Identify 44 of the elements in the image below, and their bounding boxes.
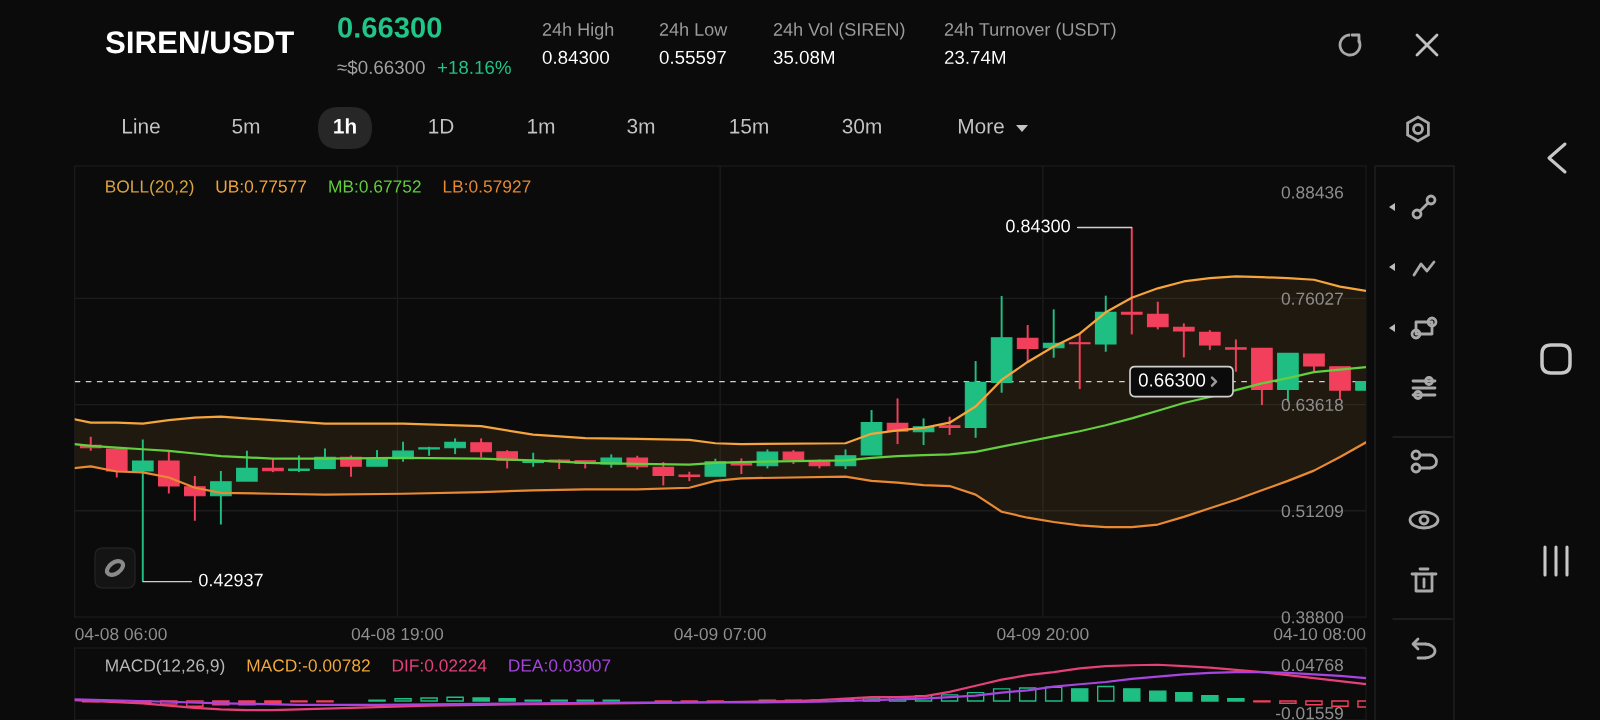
legend-title: MACD(12,26,9) [106,658,225,676]
text: LB:0.57927 [443,180,531,193]
y-tick-label: 0.88436 [1281,186,1344,199]
text: 3m [627,118,655,134]
x-tick-label: 04-08 06:00 [75,627,167,641]
y-tick-label: 0.76027 [1281,292,1343,305]
text: 0.84300 [542,50,610,65]
y-tick-label: -0.01559 [1276,707,1343,720]
text: 24h High [542,22,614,40]
annotation: MACD:-0.00782 [247,659,370,672]
x-tick-label: 04-08 19:00 [351,627,444,641]
chart-title: SIREN/USDT [105,30,294,54]
text: 24h Turnover (USDT) [944,22,1116,40]
text: 23.74M [944,50,1005,65]
text: 15m [730,119,768,134]
text: 35.08M [773,50,834,65]
text: 1h [334,118,356,134]
text: MB:0.67752 [329,180,421,193]
y-tick-label: 0.63618 [1281,398,1344,412]
text: 0.55597 [659,50,726,65]
text: 24h Low [659,22,728,36]
ref-line-label: 0.66300 [1138,373,1206,387]
text: 30m [842,118,881,134]
text: More [958,119,1004,134]
text: ≈$0.66300 [337,59,425,76]
series-label: DEA:0.03007 [509,659,611,672]
text: 1D [429,119,454,134]
x-tick-label: 04-09 20:00 [997,627,1089,641]
series-label: DIF:0.02224 [392,659,487,672]
annotation: 0.84300 [1006,219,1070,233]
y-tick-label: 0.04768 [1281,658,1344,672]
y-tick-label: 0.38800 [1281,611,1344,624]
text: 5m [232,119,260,134]
legend-title: BOLL(20,2) [106,179,194,197]
x-tick-label: 04-09 07:00 [674,627,766,641]
text: +18.16% [437,60,511,75]
x-tick-label: 04-10 08:00 [1274,627,1366,641]
text: 24h Vol (SIREN) [773,22,905,40]
text: Line [123,118,160,134]
annotation: 0.42937 [199,573,263,587]
text: 1m [528,119,555,134]
text: UB:0.77577 [216,180,307,193]
text: 0.66300 [338,17,442,38]
y-tick-label: 0.51209 [1281,504,1343,518]
